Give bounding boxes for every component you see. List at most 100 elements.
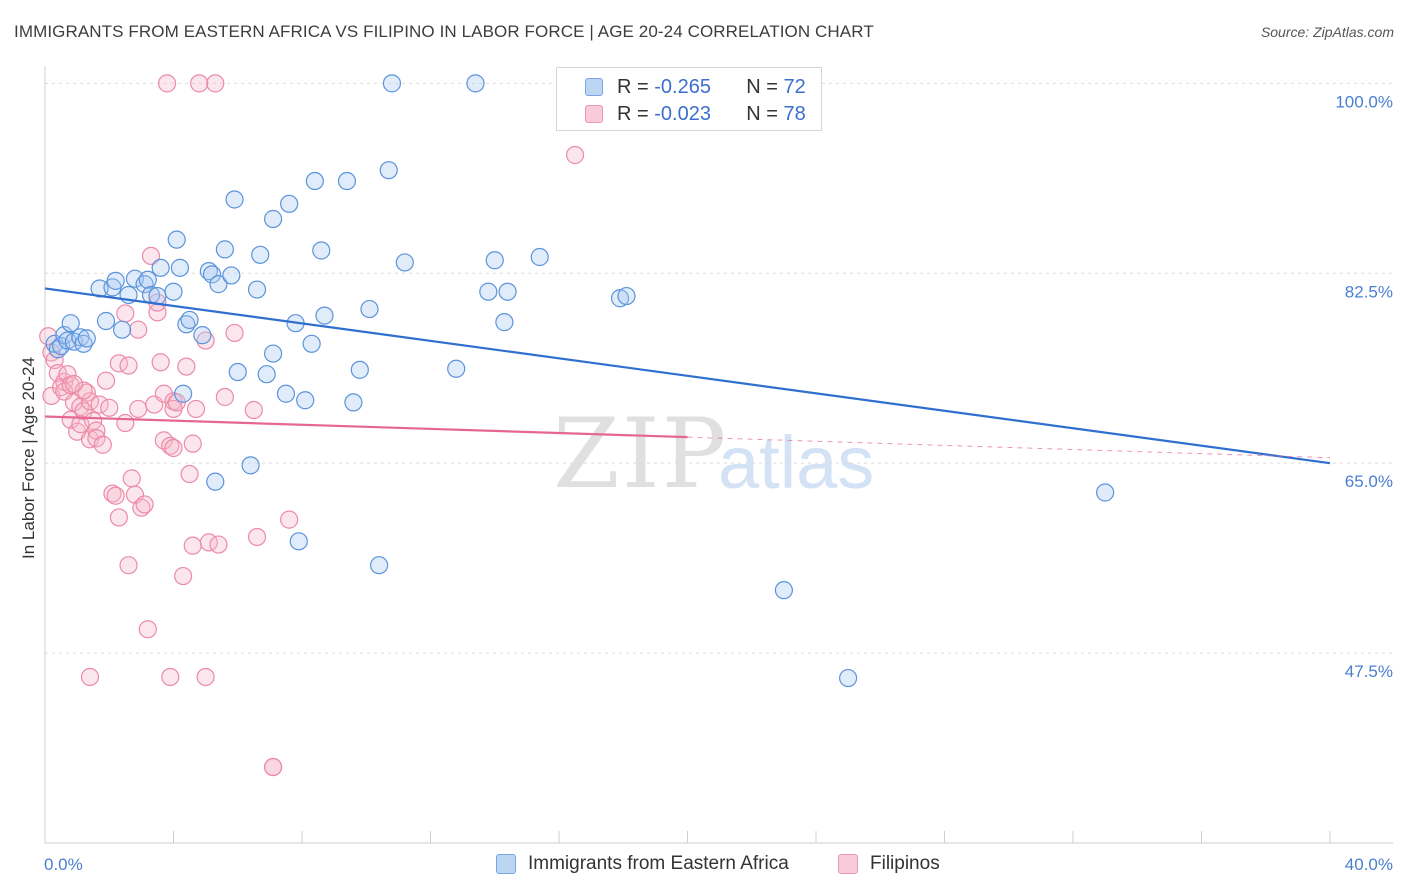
eastern-africa-point bbox=[382, 74, 402, 93]
filipinos-point bbox=[100, 398, 119, 417]
eastern-africa-point bbox=[257, 365, 276, 384]
legend-item-eastern-africa: Immigrants from Eastern Africa bbox=[496, 852, 789, 876]
eastern-africa-point bbox=[395, 253, 414, 272]
stats-legend-row-eastern-africa: R = -0.265 N = 72 bbox=[585, 73, 806, 101]
eastern-africa-point bbox=[151, 258, 170, 277]
watermark-zip: ZIP bbox=[553, 398, 729, 510]
filipinos-point bbox=[119, 356, 138, 375]
eastern-africa-point bbox=[360, 299, 379, 319]
y-tick-label: 65.0% bbox=[1345, 472, 1393, 491]
eastern-africa-points bbox=[45, 74, 1115, 688]
filipinos-point bbox=[80, 667, 100, 687]
eastern-africa-point bbox=[289, 532, 308, 551]
eastern-africa-point bbox=[228, 362, 247, 382]
filipinos-point bbox=[247, 527, 267, 547]
r-label: R = bbox=[617, 102, 655, 125]
eastern-africa-point bbox=[225, 190, 244, 209]
filipinos-point bbox=[151, 353, 170, 372]
eastern-africa-point bbox=[839, 668, 858, 688]
eastern-africa-trend-line bbox=[44, 287, 1331, 465]
filipinos-point bbox=[129, 320, 148, 339]
eastern-africa-point bbox=[174, 384, 193, 403]
chart-title: IMMIGRANTS FROM EASTERN AFRICA VS FILIPI… bbox=[14, 22, 874, 41]
grid-lines bbox=[45, 82, 1393, 654]
filipinos-point bbox=[93, 435, 112, 454]
eastern-africa-point bbox=[96, 311, 116, 331]
filipinos-point bbox=[74, 401, 93, 421]
r-value: -0.265 bbox=[654, 75, 711, 98]
eastern-africa-point bbox=[193, 326, 212, 345]
eastern-africa-swatch bbox=[585, 78, 603, 96]
eastern-africa-point bbox=[280, 194, 299, 213]
filipinos-point bbox=[263, 757, 283, 777]
filipinos-point bbox=[129, 399, 148, 419]
filipinos-point bbox=[244, 400, 263, 420]
filipinos-point bbox=[80, 392, 100, 411]
eastern-africa-point bbox=[202, 265, 222, 284]
eastern-africa-point bbox=[498, 282, 517, 301]
eastern-africa-point bbox=[74, 334, 93, 353]
filipinos-point bbox=[141, 246, 161, 266]
filipinos-point bbox=[209, 535, 228, 554]
filipinos-point bbox=[565, 145, 585, 165]
eastern-africa-point bbox=[1096, 483, 1115, 502]
filipinos-point bbox=[196, 331, 215, 350]
eastern-africa-point bbox=[447, 359, 466, 378]
eastern-africa-point bbox=[125, 269, 145, 288]
y-tick-label: 47.5% bbox=[1345, 662, 1393, 681]
filipinos-point bbox=[164, 438, 183, 458]
filipinos-point bbox=[177, 357, 196, 376]
axes bbox=[44, 66, 1393, 844]
n-value: 78 bbox=[783, 102, 806, 125]
filipinos-point bbox=[157, 74, 177, 93]
eastern-africa-point bbox=[370, 556, 389, 575]
filipinos-point bbox=[64, 374, 84, 394]
eastern-africa-point bbox=[315, 306, 334, 325]
eastern-africa-point bbox=[344, 393, 363, 412]
chart-source: Source: ZipAtlas.com bbox=[1260, 24, 1394, 40]
filipinos-point bbox=[132, 498, 151, 517]
eastern-africa-point bbox=[209, 275, 228, 294]
eastern-africa-point bbox=[164, 282, 183, 301]
filipinos-point bbox=[206, 74, 225, 93]
filipinos-point bbox=[190, 74, 209, 93]
filipinos-point bbox=[154, 384, 173, 403]
x-tick-label: 40.0% bbox=[1345, 855, 1393, 874]
filipinos-point bbox=[174, 566, 193, 586]
filipinos-point bbox=[58, 365, 77, 384]
eastern-africa-point bbox=[479, 282, 498, 301]
eastern-africa-point bbox=[495, 313, 514, 332]
eastern-africa-point bbox=[138, 270, 157, 289]
filipinos-point bbox=[109, 508, 128, 527]
filipinos-point bbox=[161, 436, 180, 455]
filipinos-point bbox=[103, 484, 122, 503]
eastern-africa-point bbox=[530, 247, 549, 267]
filipinos-point bbox=[90, 395, 109, 414]
filipinos-point bbox=[96, 371, 116, 390]
eastern-africa-point bbox=[774, 581, 793, 600]
eastern-africa-point bbox=[112, 320, 132, 339]
eastern-africa-point bbox=[215, 240, 234, 259]
eastern-africa-point bbox=[263, 209, 283, 229]
filipinos-point bbox=[196, 667, 215, 687]
n-label: N = bbox=[746, 102, 784, 125]
x-tick-label: 0.0% bbox=[44, 855, 83, 874]
filipinos-point bbox=[225, 323, 244, 343]
eastern-africa-point bbox=[466, 74, 485, 93]
y-axis-title: In Labor Force | Age 20-24 bbox=[19, 357, 38, 559]
filipinos-point bbox=[186, 399, 206, 419]
eastern-africa-point bbox=[170, 258, 190, 277]
legend-label: Filipinos bbox=[870, 853, 940, 874]
filipinos-point bbox=[74, 381, 93, 400]
filipinos-point bbox=[122, 469, 141, 488]
eastern-africa-legend-swatch bbox=[496, 854, 516, 874]
filipinos-point bbox=[215, 387, 234, 407]
n-value: 72 bbox=[783, 75, 806, 98]
filipinos-point bbox=[116, 413, 135, 433]
filipinos-point bbox=[161, 667, 180, 687]
eastern-africa-point bbox=[247, 280, 267, 299]
filipinos-point bbox=[180, 464, 199, 484]
eastern-africa-point bbox=[106, 271, 125, 290]
filipinos-swatch bbox=[585, 105, 603, 123]
